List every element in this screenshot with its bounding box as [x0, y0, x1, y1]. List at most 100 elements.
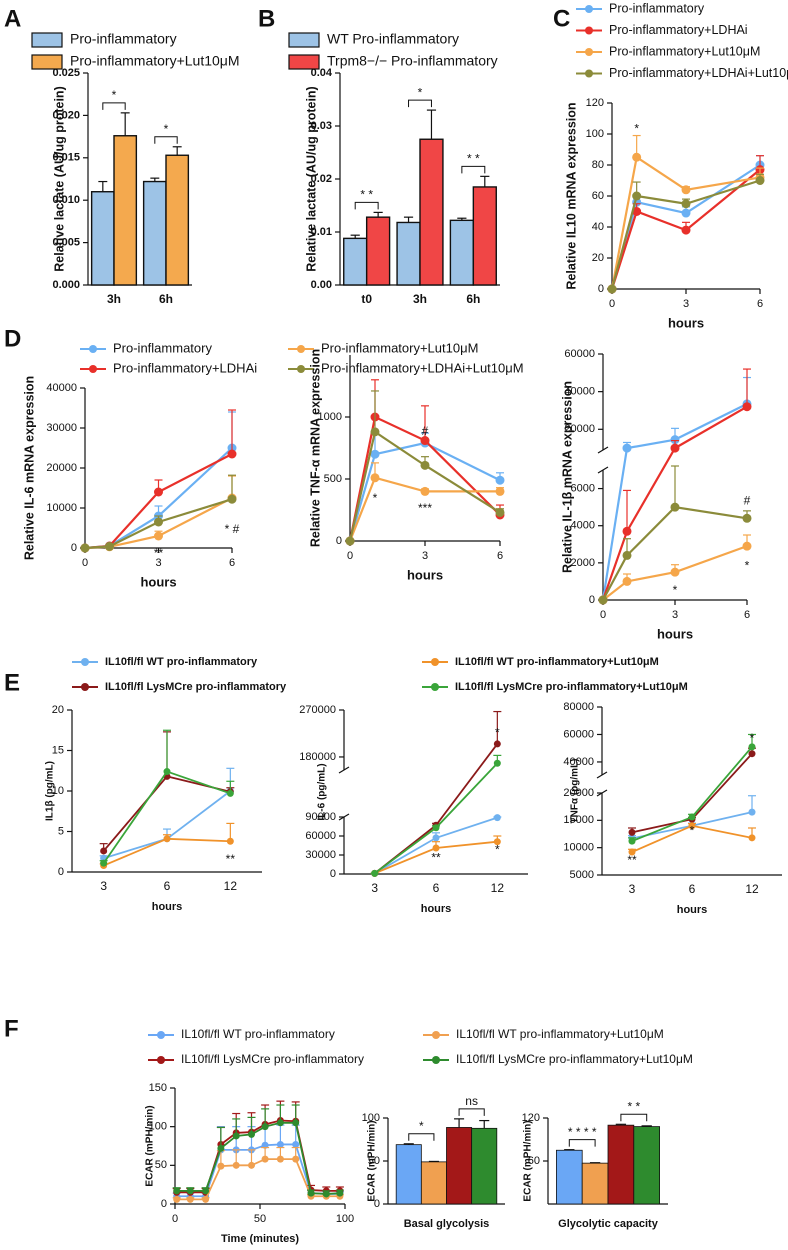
- x-tick-label: 3: [100, 879, 107, 893]
- series-line: [103, 790, 231, 860]
- data-point: [742, 402, 752, 412]
- data-point: [345, 536, 355, 546]
- bar: [471, 1127, 498, 1205]
- panel-label: B: [258, 5, 275, 32]
- legend-label: Trpm8−/− Pro-inflammatory: [327, 53, 498, 69]
- data-point: [217, 1144, 225, 1152]
- legend-label: Pro-inflammatory+Lut10μM: [70, 53, 240, 69]
- y-axis-label: Relative TNF-α mRNA expression: [308, 349, 322, 547]
- series-line: [348, 430, 501, 542]
- legend-label: Pro-inflammatory+LDHAi+Lut10μM: [321, 360, 524, 375]
- data-point: [420, 436, 430, 446]
- data-point: [371, 869, 379, 877]
- data-point: [154, 517, 163, 527]
- significance-label: * *: [467, 152, 480, 166]
- x-tick-label: 12: [224, 879, 238, 893]
- y-tick-label: 100: [362, 1112, 380, 1124]
- series-line: [601, 405, 748, 601]
- data-point: [186, 1195, 194, 1203]
- data-point: [622, 550, 632, 560]
- data-point: [622, 526, 632, 536]
- data-point: [493, 838, 501, 846]
- data-point: [688, 813, 696, 821]
- y-axis-label: ECAR (mPH/min): [145, 1105, 156, 1186]
- data-point: [607, 284, 617, 294]
- bar: [419, 138, 444, 286]
- data-point: [261, 1155, 269, 1163]
- x-tick-label: 6: [497, 550, 503, 562]
- legend-marker: [585, 48, 593, 56]
- significance-label: *: [495, 726, 500, 740]
- significance-label: *: [673, 583, 678, 597]
- legend-marker: [432, 1056, 440, 1064]
- significance-label: *: [419, 1119, 424, 1133]
- data-point: [493, 740, 501, 748]
- data-point: [232, 1132, 240, 1140]
- data-point: [336, 1189, 344, 1197]
- x-tick-label: 6: [229, 557, 235, 569]
- significance-label: **: [431, 850, 441, 864]
- bar: [113, 135, 138, 286]
- y-tick-label: 5000: [570, 869, 594, 881]
- y-tick-label: 150: [149, 1082, 167, 1094]
- data-point: [248, 1161, 255, 1169]
- axis-break: [597, 466, 609, 474]
- bracket: [154, 136, 178, 144]
- legend-marker: [297, 365, 305, 373]
- y-tick-label: 60000: [305, 830, 336, 842]
- bar: [449, 219, 475, 286]
- significance-label: *: [418, 85, 423, 99]
- data-point: [173, 1187, 181, 1195]
- bar: [556, 1149, 583, 1205]
- y-tick-label: 0.010: [52, 194, 80, 206]
- y-axis-label: Relative IL-6 mRNA expression: [22, 376, 36, 560]
- y-tick-label: 30000: [305, 849, 336, 861]
- series-line: [176, 1121, 340, 1195]
- significance-label: #: [744, 494, 751, 508]
- x-tick-label: 0: [347, 550, 353, 562]
- x-tick-label: 6: [689, 882, 696, 896]
- series-line: [84, 498, 233, 550]
- legend-label: IL10fl/fl WT pro-inflammatory+Lut10μM: [456, 1027, 664, 1041]
- bar: [472, 186, 497, 286]
- x-axis-label: Glycolytic capacity: [558, 1218, 659, 1230]
- y-tick-label: 1000: [318, 411, 342, 423]
- x-axis-label: Basal glycolysis: [404, 1218, 490, 1230]
- data-point: [173, 1195, 181, 1203]
- panel-label: C: [553, 5, 570, 32]
- x-tick-label: 50: [254, 1213, 266, 1225]
- y-axis-label: ECAR (mPH/min): [523, 1120, 534, 1201]
- x-axis-label: hours: [657, 626, 693, 641]
- data-point: [493, 814, 501, 822]
- y-tick-label: 15000: [563, 814, 594, 826]
- bar: [633, 1126, 660, 1205]
- x-tick-label: 6: [433, 881, 440, 895]
- y-tick-label: 0.025: [52, 67, 80, 79]
- x-tick-label: 3: [155, 557, 161, 569]
- x-tick-label: 3: [672, 609, 678, 621]
- y-tick-label: 60: [528, 1155, 540, 1167]
- data-point: [80, 543, 90, 553]
- x-tick-label: 6h: [466, 292, 480, 306]
- data-point: [100, 859, 108, 867]
- axis-break: [597, 446, 609, 454]
- data-point: [322, 1190, 330, 1198]
- y-tick-label: 10000: [46, 502, 77, 514]
- x-tick-label: 0: [609, 298, 615, 310]
- bracket: [620, 1113, 648, 1122]
- data-point: [748, 743, 756, 751]
- y-tick-label: 60000: [564, 348, 595, 360]
- y-tick-label: 0: [589, 594, 595, 606]
- y-tick-label: 0.005: [52, 237, 80, 249]
- x-axis-label: hours: [407, 567, 443, 582]
- data-point: [370, 473, 380, 483]
- x-axis-label: hours: [677, 904, 708, 916]
- legend-label: Pro-inflammatory+LDHAi+Lut10μM: [609, 66, 788, 80]
- y-tick-label: 40: [592, 221, 604, 233]
- y-tick-label: 80000: [563, 701, 594, 713]
- significance-label: * * * *: [568, 1125, 597, 1139]
- legend-swatch: [31, 54, 63, 70]
- bracket: [102, 102, 126, 110]
- axis-break: [338, 766, 350, 774]
- y-tick-label: 120: [586, 97, 604, 109]
